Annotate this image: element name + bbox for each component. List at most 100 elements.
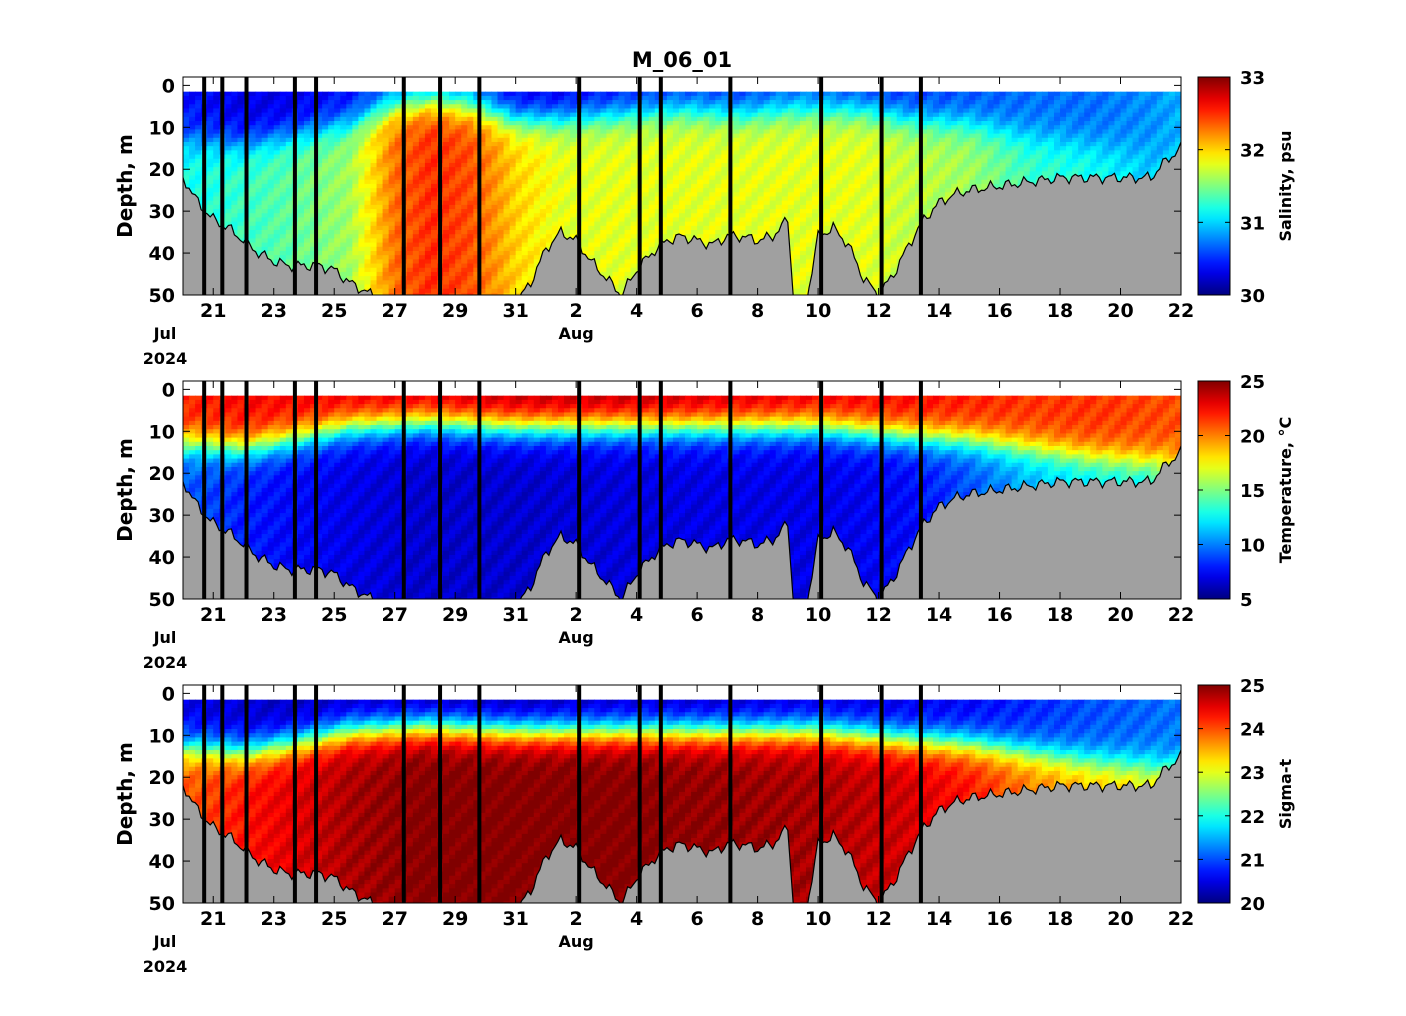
- heatmap-cell: [328, 171, 335, 177]
- heatmap-cell: [733, 213, 741, 219]
- heatmap-cell: [406, 259, 414, 265]
- heatmap-cell: [497, 112, 505, 118]
- heatmap-cell: [787, 246, 795, 252]
- heatmap-cell: [618, 204, 626, 210]
- heatmap-cell: [618, 259, 626, 265]
- heatmap-cell: [213, 183, 220, 189]
- heatmap-cell: [685, 213, 692, 219]
- heatmap-cell: [509, 137, 517, 143]
- heatmap-cell: [467, 221, 474, 227]
- heatmap-cell: [231, 150, 239, 156]
- heatmap-cell: [594, 125, 601, 130]
- heatmap-cell: [310, 95, 317, 101]
- heatmap-cell: [691, 137, 698, 143]
- heatmap-cell: [485, 221, 493, 227]
- heatmap-cell: [237, 162, 245, 168]
- heatmap-cell: [273, 108, 281, 114]
- heatmap-cell: [769, 196, 777, 202]
- heatmap-cell: [455, 141, 462, 147]
- heatmap-cell: [515, 271, 523, 277]
- heatmap-cell: [249, 137, 257, 143]
- heatmap-cell: [793, 263, 801, 269]
- heatmap-cell: [412, 146, 420, 151]
- heatmap-cell: [588, 204, 595, 210]
- heatmap-cell: [588, 230, 595, 235]
- heatmap-cell: [449, 162, 456, 168]
- heatmap-cell: [606, 209, 614, 214]
- heatmap-cell: [745, 200, 753, 206]
- heatmap-cell: [594, 234, 601, 239]
- heatmap-cell: [340, 112, 347, 118]
- heatmap-cell: [285, 200, 293, 206]
- heatmap-cell: [412, 284, 420, 290]
- heatmap-cell: [322, 234, 329, 239]
- heatmap-cell: [570, 154, 577, 160]
- heatmap-cell: [213, 91, 220, 97]
- heatmap-cell: [273, 116, 281, 122]
- heatmap-cell: [455, 183, 462, 189]
- heatmap-cell: [352, 108, 360, 114]
- heatmap-cell: [630, 259, 638, 265]
- heatmap-cell: [721, 217, 728, 223]
- heatmap-cell: [697, 167, 704, 172]
- heatmap-cell: [787, 255, 795, 260]
- heatmap-cell: [328, 154, 335, 160]
- heatmap-cell: [739, 200, 747, 206]
- heatmap-cell: [424, 259, 432, 265]
- heatmap-cell: [352, 263, 360, 269]
- heatmap-cell: [418, 259, 426, 265]
- heatmap-cell: [364, 200, 372, 206]
- heatmap-cell: [279, 100, 287, 105]
- heatmap-cell: [394, 183, 402, 189]
- heatmap-cell: [685, 137, 692, 143]
- heatmap-cell: [467, 95, 474, 101]
- heatmap-cell: [521, 242, 529, 248]
- heatmap-cell: [455, 292, 462, 295]
- heatmap-cell: [515, 137, 523, 143]
- heatmap-cell: [570, 162, 577, 168]
- heatmap-cell: [346, 225, 353, 231]
- heatmap-cell: [328, 209, 335, 214]
- heatmap-cell: [775, 100, 783, 105]
- heatmap-cell: [769, 175, 777, 181]
- heatmap-cell: [328, 242, 335, 248]
- heatmap-cell: [231, 154, 239, 160]
- heatmap-cell: [745, 209, 753, 214]
- heatmap-cell: [303, 137, 311, 143]
- heatmap-cell: [697, 141, 704, 147]
- heatmap-cell: [733, 171, 741, 177]
- heatmap-cell: [322, 267, 329, 273]
- heatmap-cell: [721, 129, 728, 135]
- heatmap-cell: [485, 209, 493, 214]
- heatmap-cell: [527, 234, 535, 239]
- heatmap-cell: [545, 154, 553, 160]
- heatmap-cell: [231, 162, 239, 168]
- heatmap-cell: [642, 146, 650, 151]
- heatmap-cell: [793, 250, 801, 256]
- heatmap-cell: [715, 230, 722, 235]
- heatmap-cell: [564, 196, 571, 202]
- heatmap-cell: [594, 217, 601, 223]
- heatmap-cell: [630, 116, 638, 122]
- heatmap-cell: [479, 242, 487, 248]
- heatmap-cell: [763, 95, 771, 101]
- heatmap-cell: [267, 179, 275, 185]
- heatmap-cell: [255, 225, 263, 231]
- heatmap-cell: [455, 276, 462, 281]
- heatmap-cell: [606, 133, 614, 139]
- heatmap-cell: [588, 104, 595, 110]
- heatmap-cell: [479, 217, 487, 223]
- heatmap-cell: [467, 175, 474, 181]
- heatmap-cell: [491, 225, 499, 231]
- heatmap-cell: [793, 209, 801, 214]
- heatmap-cell: [697, 133, 704, 139]
- heatmap-cell: [424, 230, 432, 235]
- heatmap-cell: [570, 204, 577, 210]
- heatmap-cell: [539, 154, 547, 160]
- heatmap-cell: [733, 175, 741, 181]
- heatmap-cell: [443, 292, 450, 295]
- heatmap-cell: [303, 213, 311, 219]
- heatmap-cell: [443, 100, 450, 105]
- heatmap-cell: [382, 112, 390, 118]
- heatmap-cell: [558, 116, 565, 122]
